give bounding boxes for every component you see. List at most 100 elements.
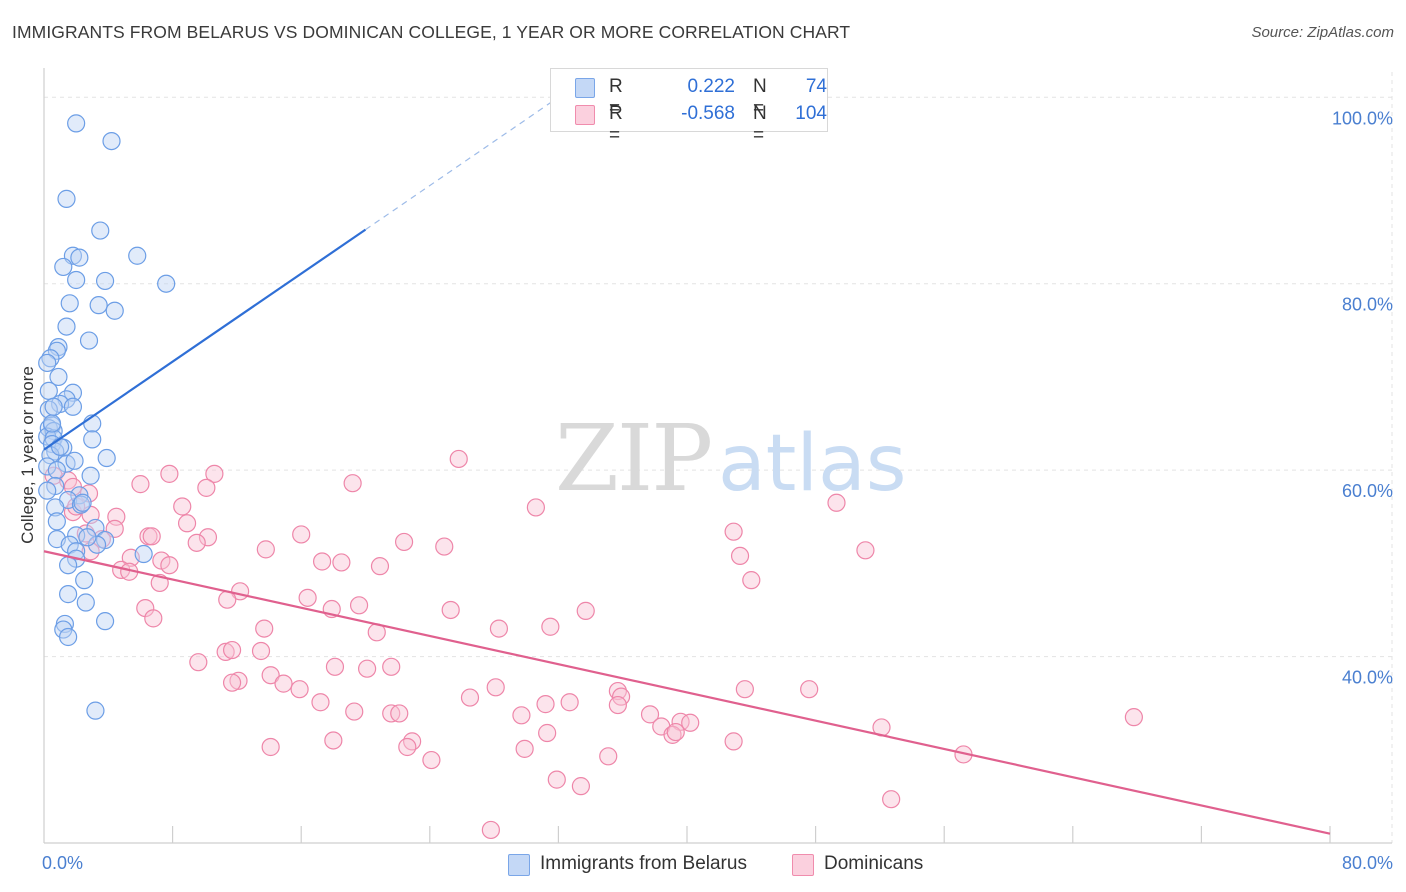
dominican-point bbox=[441, 600, 460, 620]
legend-n-value: 74 bbox=[805, 76, 827, 97]
series-swatch-belarus bbox=[508, 854, 530, 876]
dominican-point bbox=[608, 695, 627, 715]
dominican-point bbox=[251, 641, 271, 661]
dominican-point bbox=[382, 657, 401, 676]
watermark-atlas: atlas bbox=[718, 419, 907, 509]
legend-r-value: 0.222 bbox=[687, 76, 735, 97]
legend-n-value: 104 bbox=[795, 103, 827, 124]
belarus-point bbox=[86, 701, 105, 720]
legend-n-label: N = bbox=[753, 103, 767, 146]
belarus-point bbox=[70, 248, 89, 267]
dominican-point bbox=[460, 688, 480, 707]
dominican-point bbox=[489, 619, 509, 638]
dominican-point bbox=[671, 712, 690, 731]
trend-lines bbox=[43, 96, 1331, 835]
y-tick-label: 60.0% bbox=[1342, 481, 1393, 501]
dominican-point bbox=[325, 657, 345, 676]
dominican-point bbox=[735, 680, 754, 699]
belarus-trend-extension bbox=[365, 96, 559, 231]
belarus-point bbox=[67, 542, 86, 561]
belarus-point bbox=[46, 498, 65, 517]
belarus-point bbox=[42, 414, 62, 433]
series-name-belarus: Immigrants from Belarus bbox=[540, 853, 747, 874]
legend-r-label: R = bbox=[609, 76, 623, 119]
dominican-point bbox=[222, 673, 242, 692]
belarus-point bbox=[67, 270, 86, 290]
dominican-point bbox=[512, 706, 531, 725]
dominican-point bbox=[515, 739, 534, 758]
watermark: ZIP atlas bbox=[555, 405, 907, 512]
dominican-point bbox=[198, 528, 218, 547]
y-tick-label: 80.0% bbox=[1342, 295, 1393, 315]
belarus-point bbox=[54, 257, 73, 277]
dominican-point bbox=[256, 540, 275, 559]
dominican-point bbox=[370, 557, 390, 576]
series-name-dominicans: Dominicans bbox=[824, 853, 924, 874]
belarus-points bbox=[38, 114, 176, 720]
y-tick-label: 40.0% bbox=[1342, 668, 1393, 688]
dominican-point bbox=[187, 533, 206, 552]
dominican-point bbox=[197, 478, 216, 497]
dominican-point bbox=[189, 653, 208, 672]
dominican-point bbox=[349, 596, 369, 615]
tick-labels: 100.0% 80.0% 60.0% 40.0% 0.0% 80.0% bbox=[42, 108, 1393, 873]
belarus-point bbox=[60, 294, 79, 313]
dominican-point bbox=[390, 704, 409, 723]
belarus-point bbox=[73, 493, 92, 512]
belarus-point bbox=[44, 397, 63, 416]
dominican-point bbox=[536, 695, 555, 714]
belarus-point bbox=[63, 383, 83, 402]
dominican-point bbox=[160, 556, 179, 575]
dominican-point bbox=[666, 722, 685, 742]
belarus-point bbox=[83, 430, 102, 449]
dominican-point bbox=[663, 725, 682, 744]
dominican-point bbox=[571, 777, 591, 796]
belarus-point bbox=[38, 481, 57, 500]
dominican-point bbox=[538, 723, 557, 743]
source-label: Source: ZipAtlas.com bbox=[1251, 24, 1394, 41]
belarus-point bbox=[67, 526, 86, 545]
belarus-point bbox=[57, 317, 76, 336]
belarus-point bbox=[97, 448, 116, 468]
dominican-point bbox=[1124, 708, 1143, 727]
belarus-point bbox=[105, 301, 124, 320]
dominican-point bbox=[345, 702, 364, 721]
dominican-point bbox=[298, 588, 317, 607]
belarus-point bbox=[49, 367, 68, 387]
dominican-point bbox=[324, 731, 343, 750]
dominican-point bbox=[216, 642, 235, 662]
belarus-point bbox=[79, 331, 99, 350]
dominican-point bbox=[560, 693, 579, 712]
legend-swatch-dominicans bbox=[575, 105, 595, 125]
belarus-point bbox=[67, 114, 86, 133]
belarus-point bbox=[102, 131, 121, 151]
legend-r-value: -0.568 bbox=[681, 103, 735, 124]
dominican-point bbox=[142, 527, 161, 546]
correlation-legend: R = 0.222 N = 74 R = -0.568 N = 104 bbox=[550, 68, 828, 146]
belarus-point bbox=[87, 535, 107, 554]
dominican-point bbox=[222, 640, 242, 660]
axes bbox=[43, 68, 1392, 844]
dominican-point bbox=[205, 464, 224, 483]
dominican-point bbox=[398, 737, 417, 757]
belarus-point bbox=[76, 593, 95, 612]
belarus-point bbox=[63, 397, 83, 416]
y-tick-label: 100.0% bbox=[1332, 108, 1393, 128]
legend-swatch-belarus bbox=[575, 78, 595, 98]
watermark-zip: ZIP bbox=[555, 405, 711, 512]
belarus-point bbox=[91, 221, 110, 240]
belarus-point bbox=[47, 461, 66, 480]
belarus-point bbox=[59, 585, 78, 604]
dominican-point bbox=[681, 713, 700, 732]
dominican-point bbox=[608, 681, 627, 701]
legend-r-label: R = bbox=[609, 103, 623, 146]
dominican-point bbox=[229, 671, 248, 690]
belarus-point bbox=[47, 341, 66, 360]
legend-n-label: N = bbox=[753, 76, 767, 119]
belarus-point bbox=[75, 571, 94, 590]
belarus-point bbox=[38, 457, 57, 476]
dominican-point bbox=[541, 617, 560, 636]
series-swatch-dominicans bbox=[792, 854, 814, 876]
dominican-point bbox=[640, 705, 660, 724]
